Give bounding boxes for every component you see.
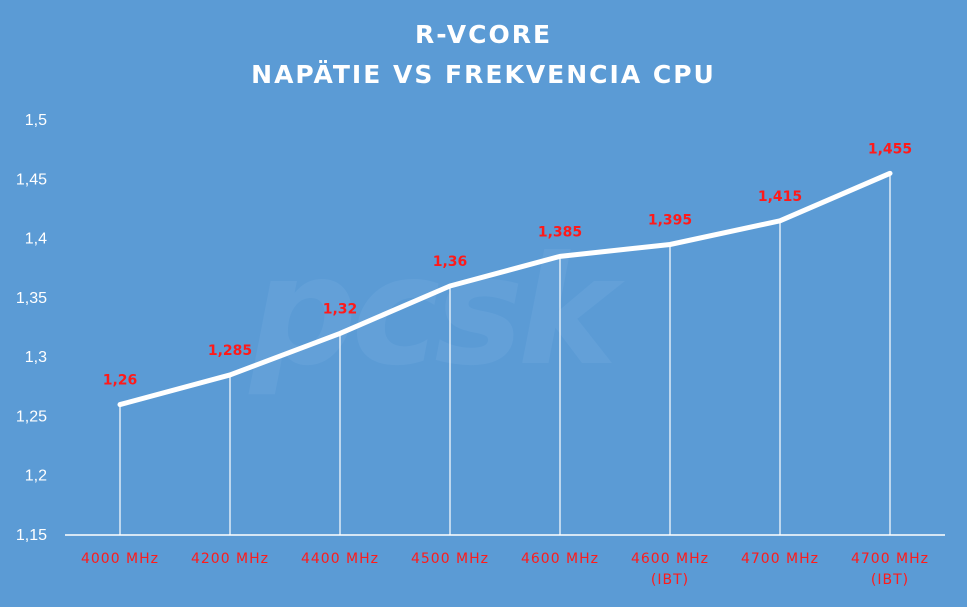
data-label: 1,385 (538, 224, 582, 240)
x-tick-label: 4500 MHz (411, 551, 489, 567)
data-label: 1,395 (648, 213, 692, 229)
x-tick-label: (IBT) (651, 572, 689, 588)
watermark-logo: pcsk (250, 225, 617, 399)
y-tick-label: 1,4 (25, 231, 47, 248)
data-label: 1,26 (103, 373, 138, 389)
y-tick-label: 1,3 (25, 349, 47, 366)
series-line (117, 170, 893, 408)
y-tick-label: 1,25 (16, 408, 47, 425)
y-tick-label: 1,2 (25, 468, 47, 485)
data-label: 1,32 (323, 301, 358, 317)
chart-title: R-VCORE (414, 20, 553, 49)
x-tick-label: 4000 MHz (81, 551, 159, 567)
x-tick-label: 4600 MHz (521, 551, 599, 567)
data-label: 1,285 (208, 343, 252, 359)
y-tick-label: 1,35 (16, 290, 47, 307)
y-tick-label: 1,5 (25, 112, 47, 129)
x-tick-label: 4200 MHz (191, 551, 269, 567)
data-label: 1,415 (758, 189, 802, 205)
data-label: 1,455 (868, 141, 912, 157)
x-tick-label: 4400 MHz (301, 551, 379, 567)
x-tick-label: (IBT) (871, 572, 909, 588)
x-tick-label: 4700 MHz (851, 551, 929, 567)
chart-subtitle: NAPÄTIE VS FREKVENCIA CPU (251, 60, 716, 89)
y-tick-label: 1,45 (16, 171, 47, 188)
data-label: 1,36 (433, 254, 468, 270)
y-tick-label: 1,15 (16, 527, 47, 544)
x-tick-label: 4700 MHz (741, 551, 819, 567)
x-tick-label: 4600 MHz (631, 551, 709, 567)
